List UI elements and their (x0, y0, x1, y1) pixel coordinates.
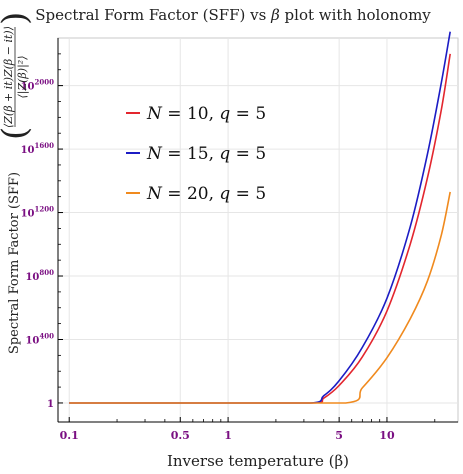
y-tick-label: 102000 (21, 78, 55, 93)
x-tick-label: 1 (224, 429, 232, 442)
series-line-1 (69, 53, 451, 404)
legend-label-1: N = 10, q = 5 (146, 104, 266, 124)
chart-title-after: plot with holonomy (280, 6, 432, 24)
chart-title: Spectral Form Factor (SFF) vs β plot wit… (35, 6, 431, 24)
series-lines (69, 31, 451, 404)
y-tick-label: 10400 (25, 331, 54, 346)
y-axis-formula-numerator: ⟨Z(β + it)Z(β − it)⟩ (2, 26, 15, 128)
x-ticks: 0.1 0.5 1 5 10 (60, 417, 436, 442)
y-tick-label: 1 (47, 399, 54, 410)
y-tick-label: 101600 (21, 141, 55, 156)
series-line-2 (69, 31, 451, 404)
y-axis-label: Spectral Form Factor (SFF) (7, 172, 22, 354)
y-axis-formula-denominator: ⟨|Z(β)|²⟩ (16, 56, 30, 99)
y-axis-formula-paren-open: ( (0, 127, 35, 140)
legend-label-3: N = 20, q = 5 (146, 184, 266, 204)
x-tick-label: 0.1 (60, 429, 79, 442)
x-tick-label: 5 (335, 429, 343, 442)
series-line-3 (69, 191, 451, 404)
x-tick-label: 0.5 (171, 429, 190, 442)
chart-title-before: Spectral Form Factor (SFF) vs (35, 6, 271, 24)
y-axis-formula-paren-close: ) (0, 12, 35, 25)
plot-frame (57, 37, 459, 423)
legend: N = 10, q = 5 N = 15, q = 5 N = 20, q = 5 (126, 104, 266, 204)
y-ticks: 1 10400 10800 101200 101600 102000 (21, 53, 63, 410)
legend-label-2: N = 15, q = 5 (146, 144, 266, 164)
x-axis-label: Inverse temperature (β) (167, 452, 349, 470)
chart-title-beta: β (270, 6, 280, 24)
y-tick-label: 101200 (21, 205, 55, 220)
grid-lines (58, 38, 458, 422)
y-axis-label-group: Spectral Form Factor (SFF) ( ⟨Z(β + it)Z… (0, 12, 35, 354)
y-tick-label: 10800 (25, 268, 54, 283)
x-tick-label: 10 (379, 429, 395, 442)
